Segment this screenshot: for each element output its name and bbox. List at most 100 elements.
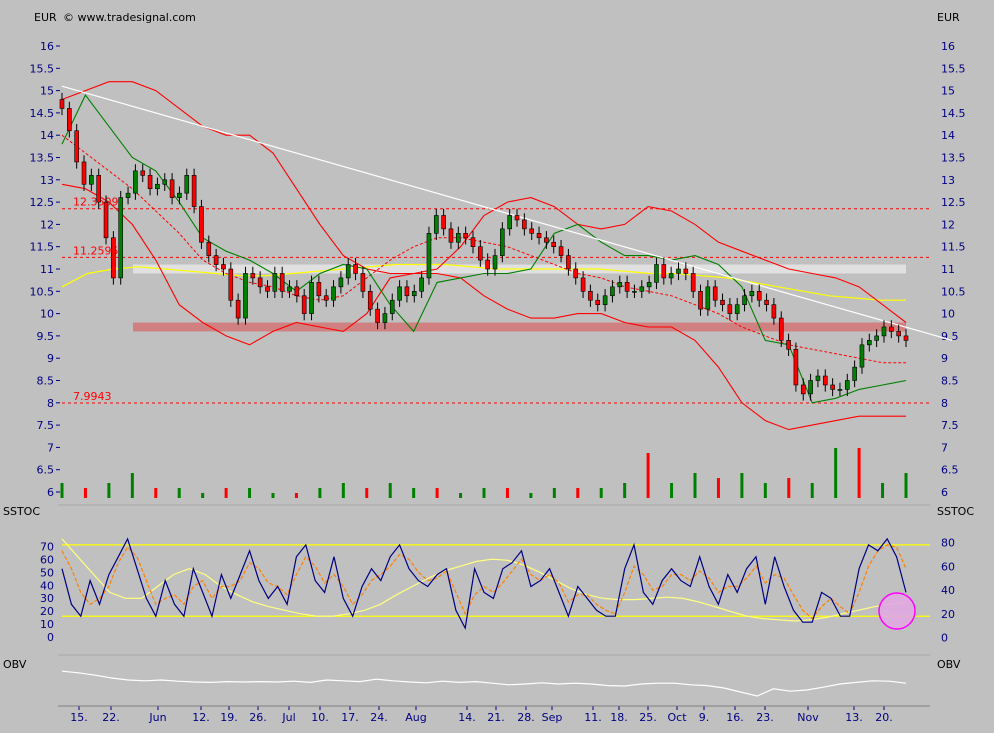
sstoc-slow-line — [61, 538, 907, 622]
volume-bar — [294, 493, 298, 498]
candle-body — [169, 179, 175, 198]
price-tick-left: 8 — [47, 397, 54, 410]
price-tick-right: 13 — [941, 174, 955, 187]
sstoc-tick-left: 70 — [40, 540, 54, 553]
sstoc-tick-right: 60 — [941, 560, 955, 573]
volume-bar — [318, 488, 322, 498]
volume-bar — [529, 493, 533, 498]
candle-body — [500, 228, 505, 256]
candle-body — [514, 215, 520, 221]
candle-body — [411, 290, 417, 297]
candle-body — [118, 197, 124, 279]
candle-body — [191, 175, 197, 207]
candle-body — [639, 286, 645, 292]
candle-body — [544, 237, 549, 243]
candle-body — [551, 241, 557, 248]
reference-line-label: 12.3509 — [73, 196, 119, 209]
volume-bar — [810, 483, 814, 498]
volume-bar — [201, 493, 205, 498]
sstoc-tick-right: 80 — [941, 537, 955, 550]
volume-bar — [881, 483, 885, 498]
volume-bar — [435, 488, 439, 498]
candle-body — [228, 268, 234, 301]
candle-body — [125, 192, 131, 198]
candle-body — [257, 277, 263, 288]
candle-body — [206, 241, 212, 256]
candle-body — [265, 286, 270, 292]
candle-body — [734, 304, 740, 314]
x-tick-label: 16. — [726, 711, 744, 724]
copyright-label: © www.tradesignal.com — [63, 11, 196, 24]
volume-bar — [177, 488, 181, 498]
price-tick-right: 11.5 — [941, 241, 966, 254]
candle-body — [536, 233, 542, 239]
x-tick-label: 28. — [517, 711, 535, 724]
volume-bar — [248, 488, 252, 498]
price-tick-left: 14 — [40, 129, 54, 142]
candle-body — [881, 326, 887, 337]
price-tick-left: 13.5 — [30, 152, 55, 165]
candle-body — [764, 299, 769, 305]
price-tick-left: 9 — [47, 352, 54, 365]
x-tick-label: 12. — [192, 711, 210, 724]
volume-bar — [904, 473, 908, 498]
candle-body — [903, 335, 909, 341]
x-tick-label: Sep — [542, 711, 563, 724]
volume-bar — [670, 483, 674, 498]
candle-body — [867, 340, 872, 346]
price-tick-left: 15 — [40, 85, 54, 98]
candle-body — [896, 331, 901, 337]
candle-body — [529, 228, 535, 234]
volume-bar — [271, 493, 275, 498]
sstoc-tick-left: 60 — [40, 553, 54, 566]
candle-body — [771, 304, 777, 319]
x-tick-label: 14. — [458, 711, 476, 724]
candle-body — [690, 273, 696, 292]
candle-body — [595, 299, 601, 305]
candle-body — [81, 161, 87, 185]
candle-body — [301, 295, 307, 314]
sstoc-d-line — [61, 544, 907, 620]
candle-body — [404, 286, 410, 297]
x-tick-label: 10. — [311, 711, 329, 724]
x-tick-label: 15. — [70, 711, 88, 724]
price-tick-right: 12 — [941, 218, 955, 231]
candle-body — [235, 299, 241, 319]
candle-body — [573, 268, 579, 279]
price-tick-left: 12.5 — [30, 196, 55, 209]
price-tick-right: 6.5 — [941, 464, 959, 477]
candle-body — [367, 290, 373, 310]
volume-bar — [130, 473, 134, 498]
volume-bar — [716, 478, 720, 498]
sstoc-tick-left: 10 — [40, 618, 54, 631]
candle-body — [272, 273, 278, 292]
candle-body — [830, 384, 835, 390]
volume-bar — [740, 473, 744, 498]
price-tick-left: 16 — [40, 40, 54, 53]
candle-body — [426, 233, 432, 279]
candle-body — [485, 259, 490, 270]
candle-body — [279, 273, 285, 292]
price-tick-right: 10.5 — [941, 285, 966, 298]
candle-body — [67, 108, 72, 132]
price-tick-left: 12 — [40, 218, 54, 231]
candle-body — [89, 175, 94, 185]
price-tick-left: 7.5 — [37, 419, 55, 432]
obv-line — [61, 670, 907, 697]
candle-body — [800, 384, 806, 395]
price-tick-left: 11 — [40, 263, 54, 276]
volume-bar — [763, 483, 767, 498]
sstoc-label-right: SSTOC — [937, 505, 974, 518]
highlight-circle — [878, 592, 916, 630]
sstoc-tick-left: 40 — [40, 579, 54, 592]
x-tick-label: 19. — [220, 711, 238, 724]
candle-body — [712, 286, 718, 301]
candle-body — [111, 237, 116, 279]
candle-body — [133, 170, 138, 194]
price-tick-right: 11 — [941, 263, 955, 276]
candle-body — [287, 286, 292, 292]
candle-body — [155, 183, 160, 190]
candle-body — [588, 290, 593, 301]
candles — [59, 92, 909, 401]
